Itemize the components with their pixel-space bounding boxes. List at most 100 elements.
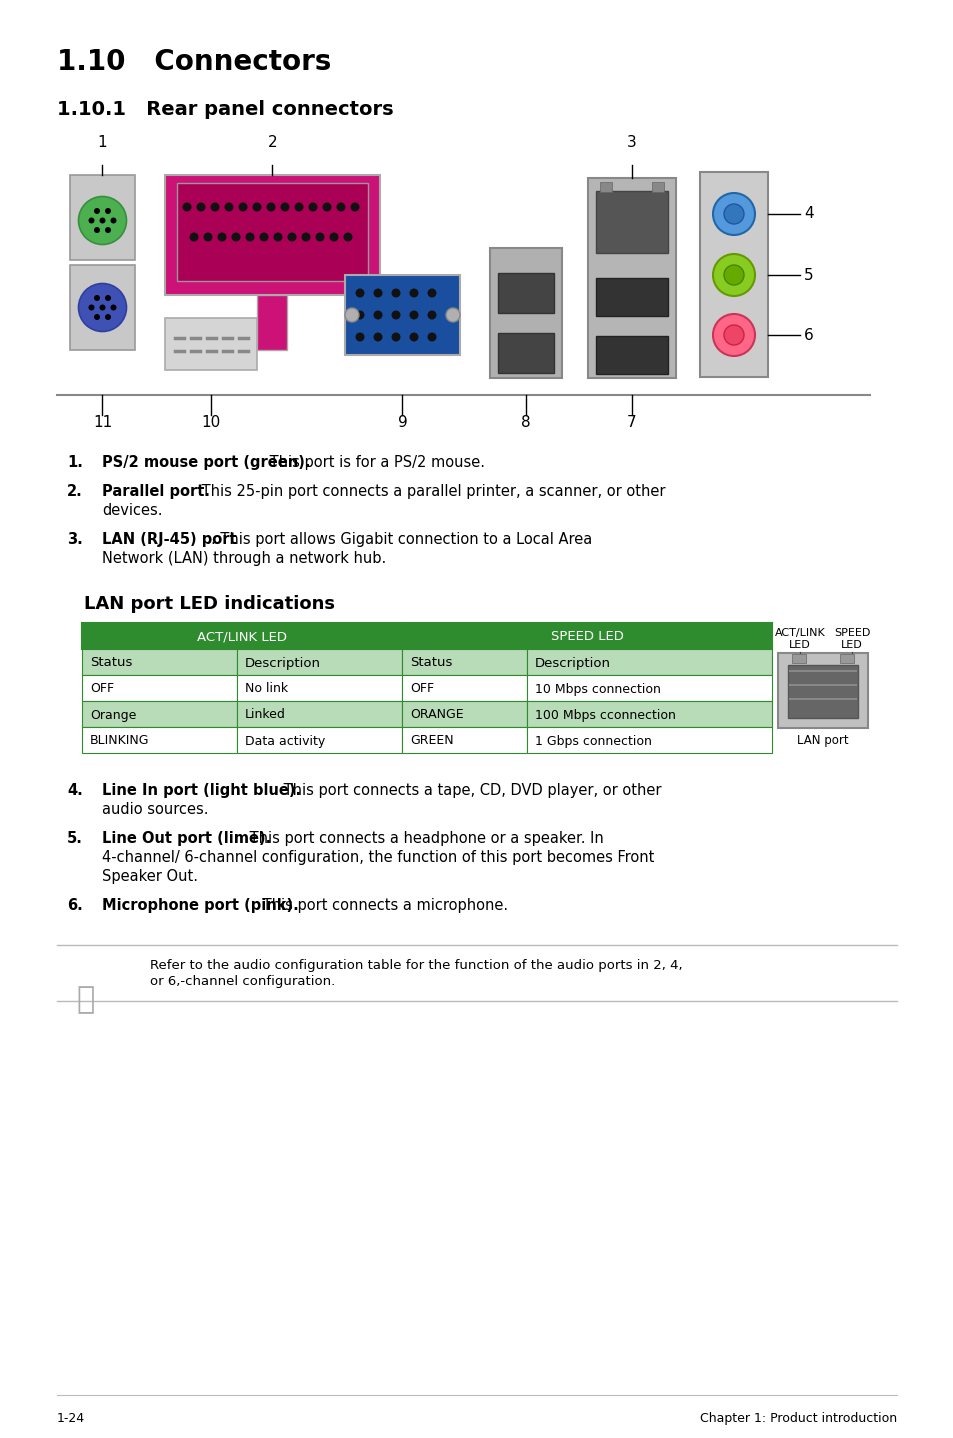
Bar xyxy=(177,183,368,280)
Text: This port connects a tape, CD, DVD player, or other: This port connects a tape, CD, DVD playe… xyxy=(278,784,660,798)
Text: OFF: OFF xyxy=(410,683,434,696)
Text: 6: 6 xyxy=(803,328,813,342)
Text: 1.: 1. xyxy=(67,454,83,470)
Circle shape xyxy=(374,311,382,319)
Text: LAN port: LAN port xyxy=(797,733,848,746)
Circle shape xyxy=(409,289,418,298)
Circle shape xyxy=(329,233,338,242)
Circle shape xyxy=(105,227,111,233)
Text: SPEED: SPEED xyxy=(833,628,869,638)
Text: 1-24: 1-24 xyxy=(57,1412,85,1425)
Text: Orange: Orange xyxy=(90,709,136,722)
Text: LED: LED xyxy=(788,640,810,650)
Text: Data activity: Data activity xyxy=(245,735,325,748)
Text: This port connects a headphone or a speaker. In: This port connects a headphone or a spea… xyxy=(245,831,603,846)
Bar xyxy=(82,623,401,649)
Circle shape xyxy=(182,203,192,211)
Circle shape xyxy=(287,233,296,242)
Circle shape xyxy=(723,204,743,224)
Bar xyxy=(401,623,771,649)
Bar xyxy=(526,728,771,754)
Circle shape xyxy=(723,265,743,285)
Text: 3.: 3. xyxy=(67,532,83,546)
Text: ACT/LINK LED: ACT/LINK LED xyxy=(196,630,287,643)
Bar xyxy=(526,674,771,700)
Bar xyxy=(165,318,256,370)
Text: 9: 9 xyxy=(397,416,407,430)
Text: audio sources.: audio sources. xyxy=(102,802,209,817)
Circle shape xyxy=(391,332,400,341)
Circle shape xyxy=(409,332,418,341)
Circle shape xyxy=(427,311,436,319)
Bar xyxy=(236,728,401,754)
Text: Parallel port.: Parallel port. xyxy=(102,485,210,499)
Circle shape xyxy=(374,332,382,341)
Text: Linked: Linked xyxy=(245,709,286,722)
Circle shape xyxy=(99,305,106,311)
Text: ACT/LINK: ACT/LINK xyxy=(774,628,824,638)
Circle shape xyxy=(259,233,268,242)
Bar xyxy=(599,183,612,193)
Bar xyxy=(596,336,667,374)
Bar xyxy=(82,700,236,728)
Circle shape xyxy=(245,233,254,242)
Bar xyxy=(401,674,526,700)
Bar xyxy=(82,649,236,674)
Circle shape xyxy=(343,233,352,242)
Text: Description: Description xyxy=(245,657,320,670)
Bar xyxy=(165,175,379,295)
Text: Microphone port (pink).: Microphone port (pink). xyxy=(102,897,298,913)
Bar xyxy=(236,674,401,700)
Circle shape xyxy=(217,233,226,242)
Text: ORANGE: ORANGE xyxy=(410,709,463,722)
Circle shape xyxy=(89,305,94,311)
Text: 6.: 6. xyxy=(67,897,83,913)
Text: 1 Gbps connection: 1 Gbps connection xyxy=(535,735,651,748)
Circle shape xyxy=(350,203,359,211)
Bar xyxy=(791,654,805,663)
Circle shape xyxy=(336,203,345,211)
Text: GREEN: GREEN xyxy=(410,735,453,748)
Bar xyxy=(840,654,853,663)
Bar xyxy=(401,649,526,674)
Text: LED: LED xyxy=(841,640,862,650)
Circle shape xyxy=(308,203,317,211)
Circle shape xyxy=(89,217,94,223)
Circle shape xyxy=(211,203,219,211)
Circle shape xyxy=(203,233,213,242)
Text: 100 Mbps cconnection: 100 Mbps cconnection xyxy=(535,709,675,722)
Bar xyxy=(401,728,526,754)
Bar xyxy=(596,191,667,253)
Bar xyxy=(490,247,561,378)
Bar xyxy=(497,334,554,372)
Circle shape xyxy=(190,233,198,242)
Bar xyxy=(587,178,676,378)
Circle shape xyxy=(94,313,100,321)
Bar xyxy=(70,175,135,260)
Circle shape xyxy=(105,295,111,301)
Circle shape xyxy=(712,313,754,357)
Bar xyxy=(345,275,459,355)
Bar xyxy=(236,700,401,728)
Text: This port connects a microphone.: This port connects a microphone. xyxy=(258,897,508,913)
Text: LAN (RJ-45) port: LAN (RJ-45) port xyxy=(102,532,236,546)
Bar xyxy=(497,273,554,313)
Circle shape xyxy=(355,289,364,298)
Circle shape xyxy=(224,203,233,211)
Bar xyxy=(700,173,767,377)
Text: 10: 10 xyxy=(201,416,220,430)
Circle shape xyxy=(253,203,261,211)
Bar xyxy=(236,649,401,674)
Bar xyxy=(526,700,771,728)
Text: Network (LAN) through a network hub.: Network (LAN) through a network hub. xyxy=(102,551,386,567)
Circle shape xyxy=(99,217,106,223)
Text: 4: 4 xyxy=(803,207,813,221)
Circle shape xyxy=(446,308,459,322)
Text: Description: Description xyxy=(535,657,610,670)
Bar xyxy=(256,295,287,349)
Text: LAN port LED indications: LAN port LED indications xyxy=(84,595,335,613)
Circle shape xyxy=(712,193,754,234)
Circle shape xyxy=(355,332,364,341)
Circle shape xyxy=(374,289,382,298)
Circle shape xyxy=(105,209,111,214)
